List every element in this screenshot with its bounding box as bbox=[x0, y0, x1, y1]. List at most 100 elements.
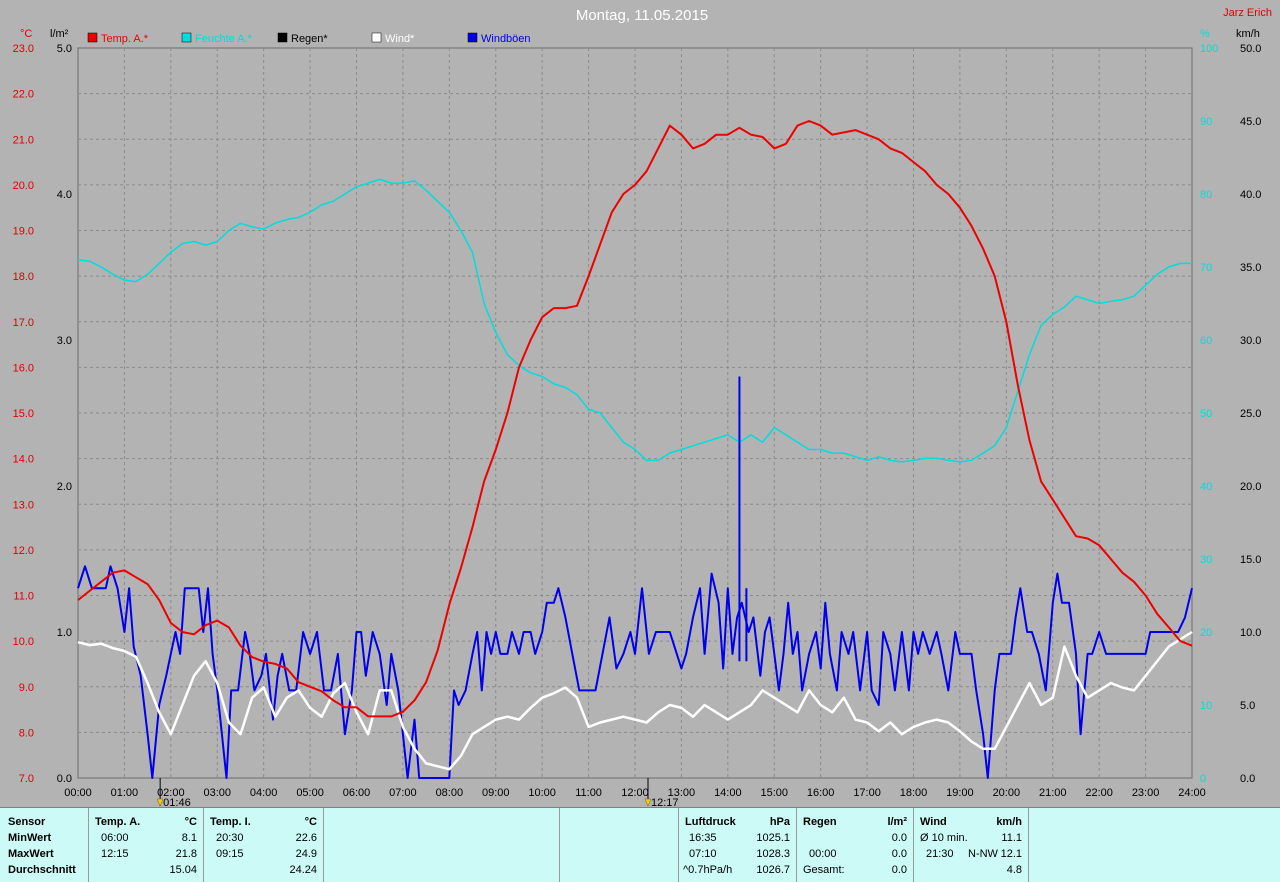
wind-unit: km/h bbox=[996, 816, 1022, 828]
series-line-wind bbox=[77, 630, 1193, 771]
x-tick-label: 21:00 bbox=[1039, 787, 1067, 799]
temp-tick-label: 13.0 bbox=[13, 499, 34, 511]
x-tick-label: 04:00 bbox=[250, 787, 278, 799]
temp-tick-label: 19.0 bbox=[13, 226, 34, 238]
rain-tick-label: 5.0 bbox=[57, 43, 72, 55]
temp-a-min-time: 06:00 bbox=[101, 832, 129, 844]
x-tick-label: 02:00 bbox=[157, 787, 185, 799]
legend-swatch bbox=[277, 32, 288, 43]
x-tick-label: 23:00 bbox=[1132, 787, 1160, 799]
legend: Temp. A.* Feuchte A.* Regen* Wind* Windböen bbox=[87, 32, 531, 45]
x-tick-label: 06:00 bbox=[343, 787, 371, 799]
rain-tick-label: 0.0 bbox=[57, 773, 72, 785]
x-tick-label: 05:00 bbox=[296, 787, 324, 799]
max-row-label: MaxWert bbox=[8, 848, 54, 860]
wind-tick-label: 10.0 bbox=[1240, 627, 1261, 639]
wind-tick-label: 0.0 bbox=[1240, 773, 1255, 785]
humidity-tick-label: 100 bbox=[1200, 43, 1218, 55]
rain-unit-label: l/m² bbox=[50, 28, 69, 40]
wind-unit-label: km/h bbox=[1236, 28, 1260, 40]
temp-tick-label: 10.0 bbox=[13, 636, 34, 648]
temp-a-avg: 15.04 bbox=[169, 864, 197, 876]
temp-tick-label: 14.0 bbox=[13, 454, 34, 466]
temp-unit-label: °C bbox=[20, 28, 32, 40]
temp-tick-label: 17.0 bbox=[13, 317, 34, 329]
wind-tick-label: 30.0 bbox=[1240, 335, 1261, 347]
temp-tick-label: 16.0 bbox=[13, 362, 34, 374]
pressure-unit: hPa bbox=[769, 816, 790, 828]
x-tick-label: 14:00 bbox=[714, 787, 742, 799]
temp-tick-label: 9.0 bbox=[19, 682, 34, 694]
wind-max-direction: N-NW bbox=[968, 848, 998, 860]
x-tick-label: 12:00 bbox=[621, 787, 649, 799]
rain-col: Regen l/m² 0.0 00:00 0.0 Gesamt: 0.0 bbox=[797, 808, 914, 882]
empty-col-2 bbox=[560, 808, 679, 882]
temp-i-min-value: 22.6 bbox=[295, 832, 317, 844]
humidity-tick-label: 20 bbox=[1200, 627, 1212, 639]
x-tick-label: 22:00 bbox=[1085, 787, 1113, 799]
weather-chart: Montag, 11.05.2015 Jarz Erich 7.0 8.0 9.0 1… bbox=[12, 7, 1272, 807]
x-tick-label: 01:00 bbox=[111, 787, 139, 799]
series-line-windb-en bbox=[77, 565, 1193, 779]
temp-i-unit: °C bbox=[304, 816, 317, 828]
pressure-trend: ^0.7hPa/h bbox=[683, 864, 733, 876]
rain-max-value: 0.0 bbox=[891, 848, 907, 860]
temp-tick-label: 11.0 bbox=[13, 591, 34, 603]
humidity-tick-label: 0 bbox=[1200, 773, 1206, 785]
wind-avg-value: 4.8 bbox=[1006, 864, 1022, 876]
humidity-tick-label: 80 bbox=[1200, 189, 1212, 201]
temp-tick-label: 23.0 bbox=[13, 43, 34, 55]
wind-avg10-label: Ø 10 min. bbox=[920, 832, 968, 844]
data-series bbox=[77, 120, 1193, 779]
pressure-min-time: 16:35 bbox=[689, 832, 717, 844]
legend-label: Regen* bbox=[291, 33, 328, 45]
temp-tick-label: 7.0 bbox=[19, 773, 34, 785]
pressure-col: Luftdruck hPa 16:35 1025.1 07:10 1028.3 … bbox=[679, 808, 797, 882]
wind-tick-label: 45.0 bbox=[1240, 116, 1261, 128]
pressure-header: Luftdruck bbox=[685, 816, 736, 828]
humidity-unit-label: % bbox=[1200, 28, 1210, 40]
wind-max-time: 21:30 bbox=[926, 848, 954, 860]
rain-unit: l/m² bbox=[887, 816, 907, 828]
x-tick-label: 17:00 bbox=[853, 787, 881, 799]
marker-label: 01:46 bbox=[163, 797, 191, 807]
x-tick-label: 10:00 bbox=[528, 787, 556, 799]
temp-i-header: Temp. I. bbox=[210, 816, 251, 828]
author-label: Jarz Erich bbox=[1223, 7, 1272, 19]
wind-col: Wind km/h Ø 10 min. 11.1 21:30 N-NW 12.1… bbox=[914, 808, 1029, 882]
time-markers: 01:46 12:17 bbox=[156, 778, 679, 807]
humidity-tick-label: 70 bbox=[1200, 262, 1212, 274]
wind-max-value: 12.1 bbox=[1000, 848, 1022, 860]
wind-header: Wind bbox=[920, 816, 947, 828]
rain-tick-label: 1.0 bbox=[57, 627, 72, 639]
x-tick-label: 11:00 bbox=[575, 787, 602, 799]
wind-tick-label: 40.0 bbox=[1240, 189, 1261, 201]
humidity-tick-label: 50 bbox=[1200, 408, 1212, 420]
x-tick-label: 07:00 bbox=[389, 787, 417, 799]
legend-label: Temp. A.* bbox=[101, 33, 149, 45]
humidity-tick-label: 10 bbox=[1200, 700, 1212, 712]
temp-tick-label: 15.0 bbox=[13, 408, 34, 420]
min-row-label: MinWert bbox=[8, 832, 52, 844]
temp-a-min-value: 8.1 bbox=[181, 832, 197, 844]
humidity-tick-label: 30 bbox=[1200, 554, 1212, 566]
temp-i-max-value: 24.9 bbox=[295, 848, 317, 860]
x-tick-label: 15:00 bbox=[760, 787, 788, 799]
humidity-tick-label: 90 bbox=[1200, 116, 1212, 128]
temp-tick-label: 22.0 bbox=[13, 89, 34, 101]
legend-swatch bbox=[87, 32, 98, 43]
legend-label: Windböen bbox=[481, 33, 531, 45]
wind-avg10-value: 11.1 bbox=[1001, 832, 1022, 844]
pressure-max-time: 07:10 bbox=[689, 848, 717, 860]
x-tick-label: 13:00 bbox=[668, 787, 696, 799]
temp-tick-label: 18.0 bbox=[13, 271, 34, 283]
legend-swatch bbox=[371, 32, 382, 43]
x-tick-label: 03:00 bbox=[203, 787, 231, 799]
wind-tick-label: 20.0 bbox=[1240, 481, 1261, 493]
rain-total-value: 0.0 bbox=[891, 864, 907, 876]
wind-tick-label: 25.0 bbox=[1240, 408, 1261, 420]
pressure-max-value: 1028.3 bbox=[756, 848, 790, 860]
temp-i-avg: 24.24 bbox=[289, 864, 317, 876]
rain-min-value: 0.0 bbox=[891, 832, 907, 844]
temp-a-unit: °C bbox=[184, 816, 197, 828]
